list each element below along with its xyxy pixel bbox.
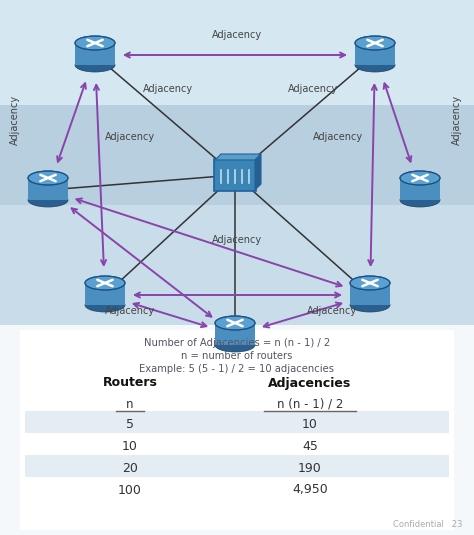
- FancyBboxPatch shape: [215, 323, 255, 345]
- Text: 20: 20: [122, 462, 138, 475]
- Ellipse shape: [28, 193, 68, 207]
- Text: Adjacency: Adjacency: [10, 95, 20, 145]
- Text: Adjacency: Adjacency: [212, 30, 262, 40]
- FancyBboxPatch shape: [350, 283, 390, 305]
- Ellipse shape: [400, 193, 440, 207]
- Text: Adjacency: Adjacency: [313, 132, 363, 142]
- Ellipse shape: [85, 298, 125, 312]
- Ellipse shape: [350, 276, 390, 290]
- Polygon shape: [215, 154, 261, 160]
- Text: 190: 190: [298, 462, 322, 475]
- FancyBboxPatch shape: [85, 283, 125, 305]
- Ellipse shape: [215, 316, 255, 330]
- Text: Example: 5 (5 - 1) / 2 = 10 adjacencies: Example: 5 (5 - 1) / 2 = 10 adjacencies: [139, 364, 335, 374]
- Text: Adjacency: Adjacency: [307, 306, 357, 316]
- Polygon shape: [255, 154, 261, 190]
- FancyBboxPatch shape: [214, 159, 256, 191]
- Text: Confidential   23: Confidential 23: [392, 520, 462, 529]
- Bar: [0, 325, 474, 535]
- Text: n: n: [126, 398, 134, 410]
- Bar: [0, 0, 474, 340]
- Text: 5: 5: [126, 417, 134, 431]
- Ellipse shape: [400, 171, 440, 185]
- FancyBboxPatch shape: [400, 178, 440, 200]
- Ellipse shape: [350, 298, 390, 312]
- FancyBboxPatch shape: [28, 178, 68, 200]
- Text: Adjacency: Adjacency: [288, 84, 338, 94]
- Ellipse shape: [28, 171, 68, 185]
- Ellipse shape: [75, 36, 115, 50]
- Bar: [0, 0, 474, 205]
- Bar: [25, 455, 449, 477]
- FancyBboxPatch shape: [355, 43, 395, 65]
- Bar: [0, 0, 474, 105]
- Text: Number of Adjacencies = n (n - 1) / 2: Number of Adjacencies = n (n - 1) / 2: [144, 338, 330, 348]
- Text: 100: 100: [118, 484, 142, 496]
- Bar: [25, 411, 449, 433]
- Text: 10: 10: [302, 417, 318, 431]
- Text: n = number of routers: n = number of routers: [182, 351, 292, 361]
- Ellipse shape: [85, 276, 125, 290]
- FancyBboxPatch shape: [75, 43, 115, 65]
- Text: 10: 10: [122, 439, 138, 453]
- Text: Adjacency: Adjacency: [212, 235, 262, 245]
- Text: Adjacency: Adjacency: [105, 306, 155, 316]
- Text: 45: 45: [302, 439, 318, 453]
- Text: Adjacency: Adjacency: [143, 84, 193, 94]
- Ellipse shape: [355, 58, 395, 72]
- Text: Adjacency: Adjacency: [452, 95, 462, 145]
- Text: 4,950: 4,950: [292, 484, 328, 496]
- Text: n (n - 1) / 2: n (n - 1) / 2: [277, 398, 343, 410]
- Text: Adjacency: Adjacency: [105, 132, 155, 142]
- Bar: [20, 330, 454, 530]
- Text: Adjacencies: Adjacencies: [268, 377, 352, 389]
- Ellipse shape: [215, 338, 255, 352]
- Ellipse shape: [355, 36, 395, 50]
- Text: Routers: Routers: [102, 377, 157, 389]
- Ellipse shape: [75, 58, 115, 72]
